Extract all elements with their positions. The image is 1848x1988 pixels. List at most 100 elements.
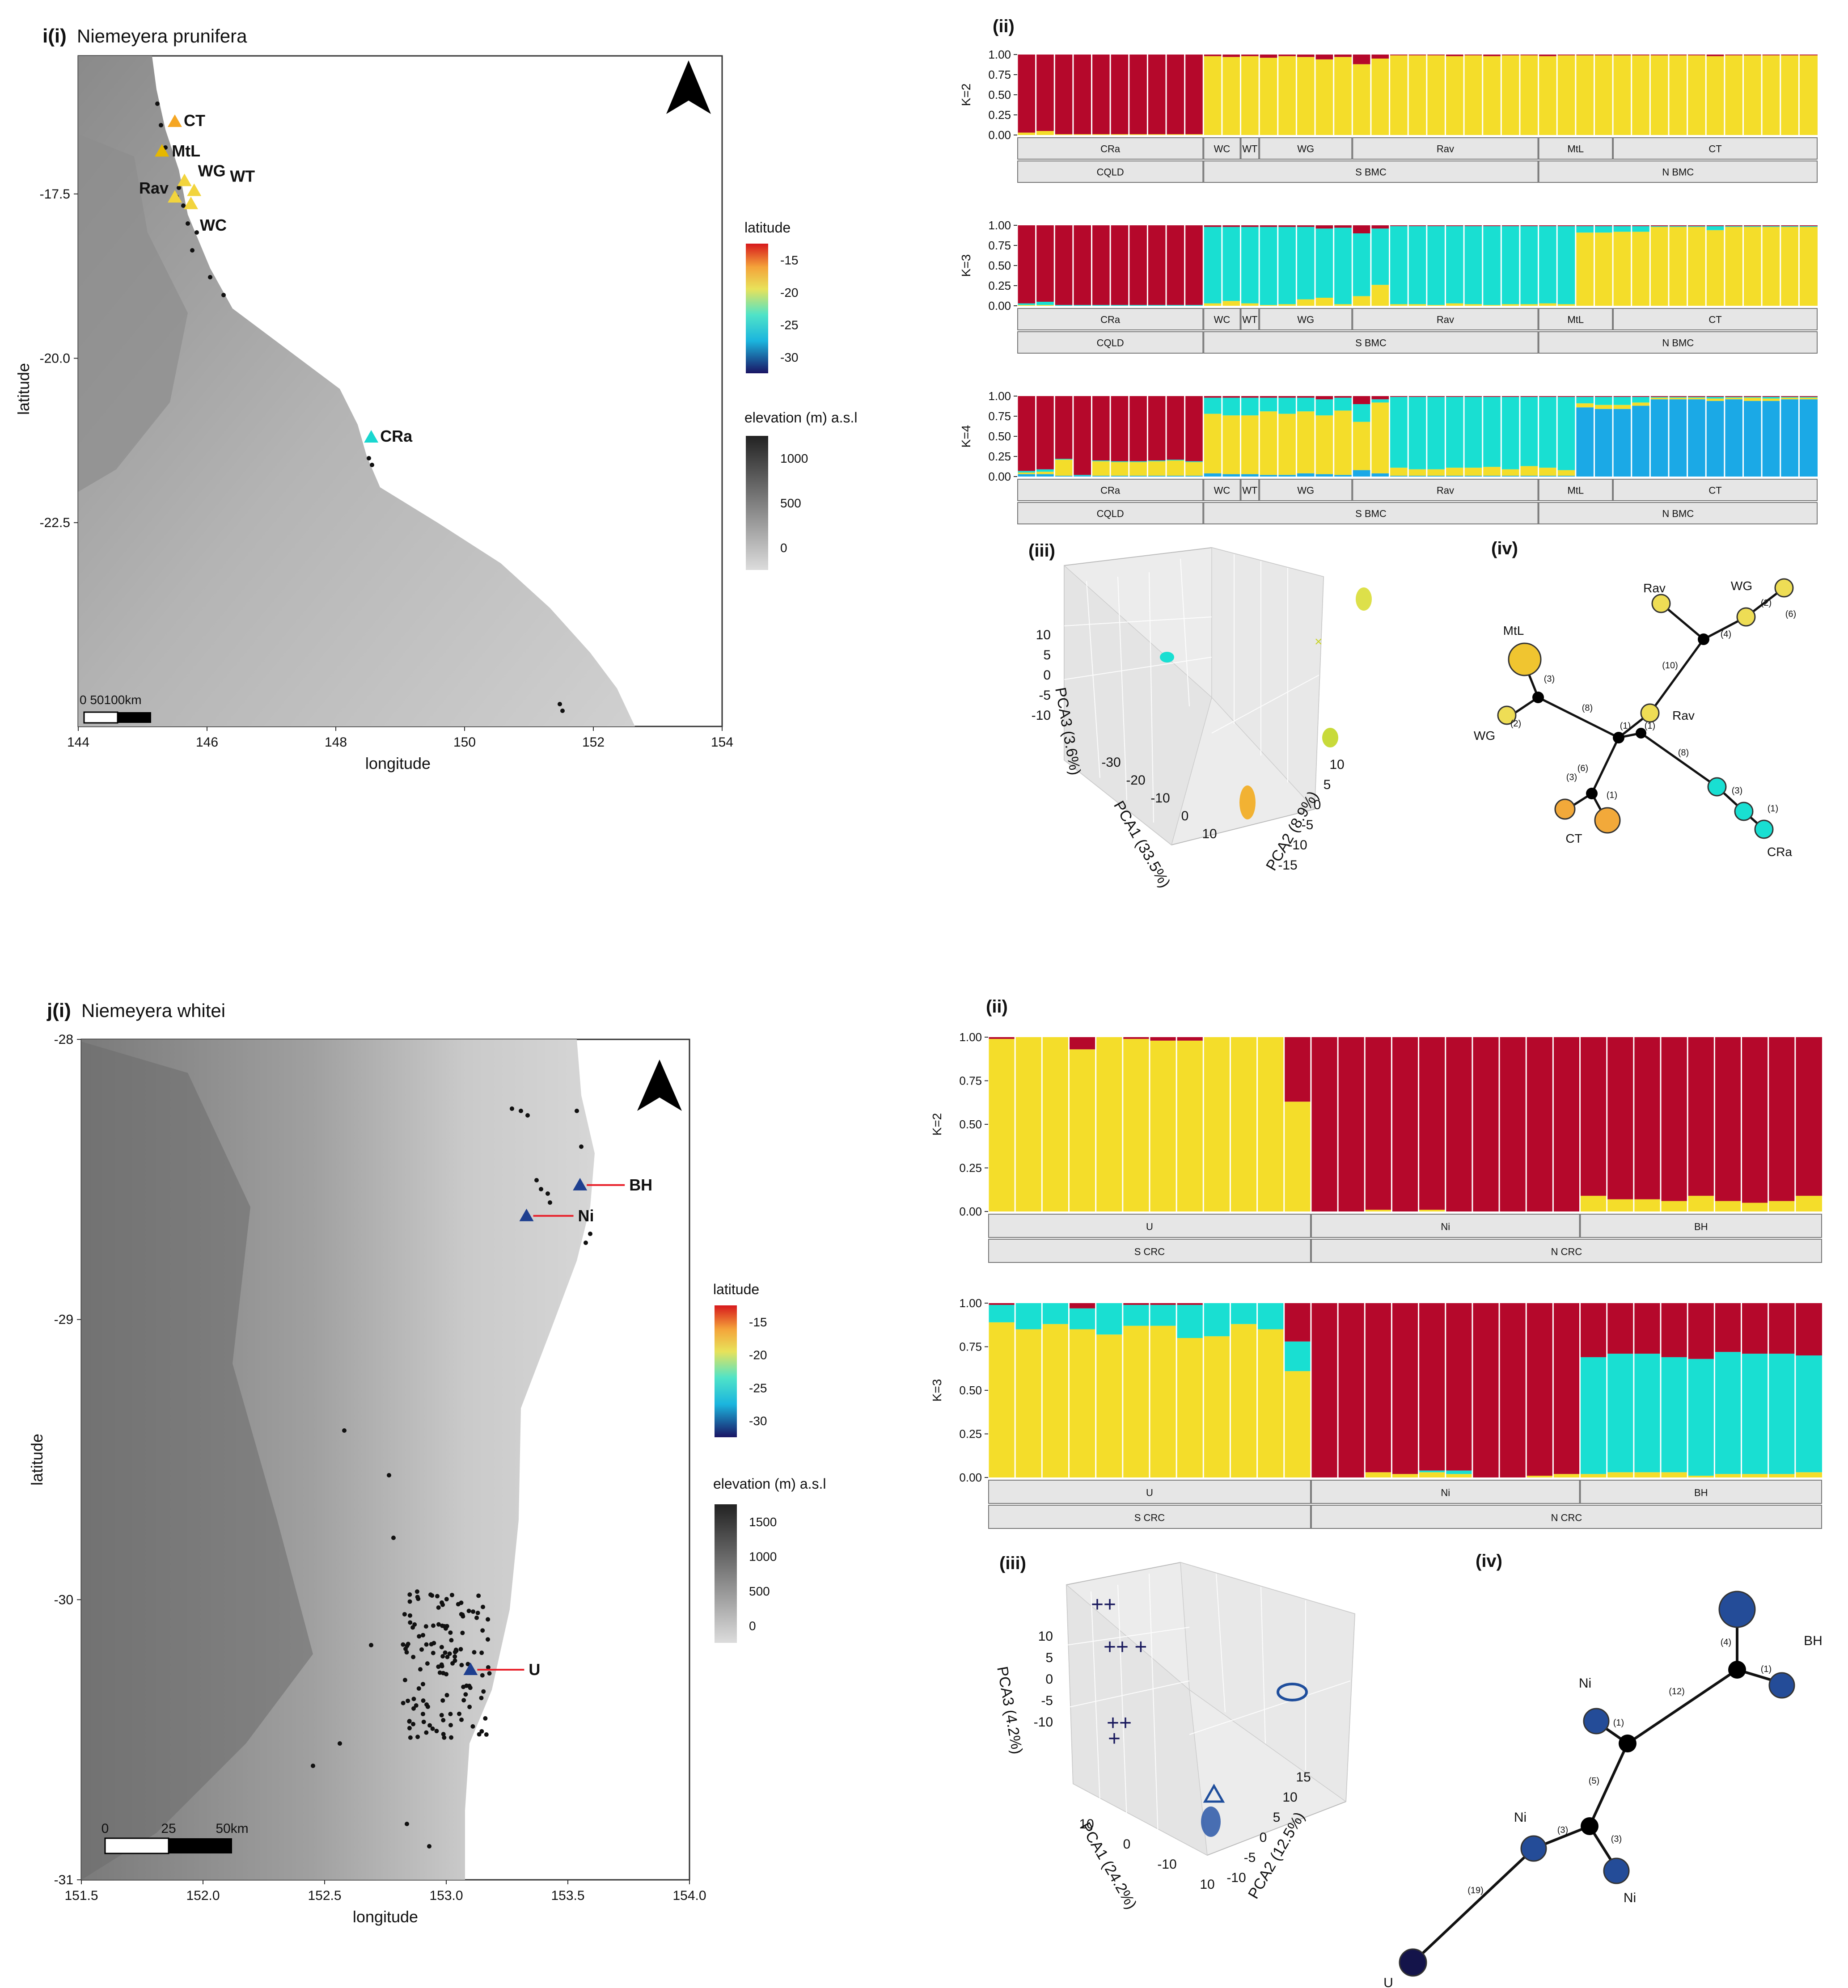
- structure-bar-segment: [1799, 399, 1818, 477]
- structure-bar-segment: [1768, 1303, 1795, 1354]
- structure-bar-segment: [1311, 1037, 1338, 1211]
- structure-bar-segment: [1352, 296, 1371, 306]
- structure-pop-strip: [988, 1480, 1311, 1504]
- structure-bar-segment: [1501, 469, 1520, 476]
- structure-bar-segment: [1553, 1474, 1580, 1477]
- pca-cluster-ni: [1201, 1807, 1221, 1837]
- sample-point: [407, 1592, 412, 1597]
- pca-x-tick: 0: [1123, 1837, 1131, 1852]
- sample-point: [436, 1622, 441, 1627]
- structure-bar-segment: [1203, 1037, 1231, 1211]
- site-marker-ct: [168, 114, 182, 127]
- network-node-label: CT: [1565, 831, 1582, 845]
- structure-bar-segment: [1418, 1037, 1446, 1210]
- sample-point: [459, 1663, 464, 1667]
- structure-tick-label: 1.00: [959, 1296, 982, 1310]
- sample-point: [440, 1698, 445, 1703]
- structure-bar-segment: [1464, 55, 1483, 135]
- structure-bar-segment: [1015, 1329, 1042, 1477]
- structure-bar-segment: [1110, 476, 1129, 477]
- pca-z-tick: 5: [1043, 648, 1051, 663]
- sample-point: [420, 1712, 425, 1717]
- legend-tick-label: 0: [749, 1619, 756, 1633]
- legend: latitude -15 -20 -25 -30 elevation (m) a.s.…: [744, 219, 858, 570]
- structure-bar-segment: [1724, 226, 1743, 227]
- structure-bar-segment: [1482, 476, 1501, 477]
- structure-region-strip: [988, 1239, 1311, 1263]
- structure-bar-segment: [1296, 225, 1315, 227]
- structure-bar-segment: [1445, 396, 1464, 397]
- structure-bar-segment: [1315, 474, 1334, 477]
- sample-point: [424, 1702, 429, 1707]
- structure-bar-segment: [1259, 55, 1278, 58]
- structure-bar-segment: [1222, 396, 1241, 398]
- structure-bar-segment: [1240, 55, 1260, 56]
- structure-pop-strip: [1259, 137, 1353, 160]
- sample-point: [483, 1716, 488, 1721]
- structure-bar-segment: [1613, 409, 1632, 477]
- legend-latitude-title: latitude: [713, 1281, 759, 1297]
- structure-bar-segment: [1284, 1037, 1311, 1102]
- structure-bar-segment: [1352, 233, 1371, 296]
- scale-bar: 0 50100km: [80, 693, 151, 724]
- structure-bar-segment: [1519, 466, 1539, 476]
- structure-bar-segment: [1257, 1303, 1284, 1330]
- structure-tick-label: 0.25: [988, 279, 1011, 292]
- structure-bar-segment: [1166, 460, 1185, 476]
- structure-region-label: CQLD: [1097, 167, 1124, 178]
- sample-point: [439, 1645, 444, 1650]
- structure-tick-label: 0.50: [988, 88, 1011, 101]
- latitude-ticks: -15 -20 -25 -30: [749, 1315, 767, 1428]
- structure-bar-segment: [1613, 232, 1632, 306]
- legend-tick-label: 0: [780, 541, 787, 555]
- structure-bar-segment: [1315, 415, 1334, 474]
- structure-bar-segment: [988, 1304, 1015, 1322]
- structure-bar-segment: [1445, 225, 1464, 226]
- structure-bar-segment: [1687, 397, 1706, 398]
- structure-bar-segment: [1230, 1324, 1257, 1477]
- structure-bar-segment: [1613, 397, 1632, 405]
- structure-bar-segment: [1166, 476, 1185, 477]
- structure-bar-segment: [1538, 225, 1557, 226]
- pca-point-ni: [1203, 1783, 1225, 1803]
- structure-tick-label: 1.00: [988, 219, 1011, 232]
- structure-bar-segment: [1418, 1470, 1446, 1473]
- sample-point: [486, 1665, 491, 1670]
- structure-bar-segment: [1095, 1334, 1123, 1477]
- structure-k-label: K=2: [959, 84, 973, 106]
- structure-bar-segment: [1017, 132, 1036, 135]
- network-edge-labels: (2)(6)(4)(10)(3)(8)(2) (1) (1)(3)(6)(1)(8)…: [1510, 598, 1796, 814]
- pca-z-tick: 0: [1045, 1672, 1053, 1687]
- pca-x-tick: 10: [1079, 1817, 1094, 1832]
- sample-point: [448, 1630, 453, 1635]
- structure-pop-label: CT: [1708, 314, 1721, 325]
- structure-bar-segment: [1575, 397, 1594, 404]
- structure-bar-segment: [1284, 1371, 1311, 1477]
- structure-bar-segment: [1017, 303, 1036, 305]
- structure-k-label: K=2: [930, 1113, 944, 1136]
- structure-bar-segment: [1389, 476, 1408, 477]
- structure-bar-segment: [1370, 225, 1390, 229]
- sample-point: [575, 1109, 579, 1113]
- sample-point: [407, 1726, 412, 1731]
- north-arrow-icon: [637, 1059, 682, 1111]
- structure-bar-segment: [1594, 55, 1613, 135]
- structure-bar-segment: [1762, 398, 1780, 401]
- structure-bar-segment: [1445, 1037, 1472, 1211]
- structure-bar-segment: [1365, 1210, 1392, 1211]
- structure-bar-segment: [1149, 1037, 1177, 1041]
- structure-region-strip: [1017, 331, 1204, 354]
- structure-bar-segment: [1580, 1357, 1607, 1474]
- sample-point: [449, 1735, 454, 1740]
- sample-point: [404, 1650, 409, 1655]
- structure-bar-segment: [1389, 468, 1408, 476]
- structure-region-label: N CRC: [1551, 1512, 1582, 1523]
- sample-point: [456, 1602, 461, 1607]
- sample-point: [421, 1633, 426, 1638]
- structure-bar-segment: [1795, 1472, 1822, 1477]
- structure-bar-segment: [1607, 1037, 1634, 1199]
- structure-region-label: CQLD: [1097, 338, 1124, 349]
- structure-bar-segment: [1631, 397, 1650, 403]
- structure-bar-segment: [1724, 396, 1743, 397]
